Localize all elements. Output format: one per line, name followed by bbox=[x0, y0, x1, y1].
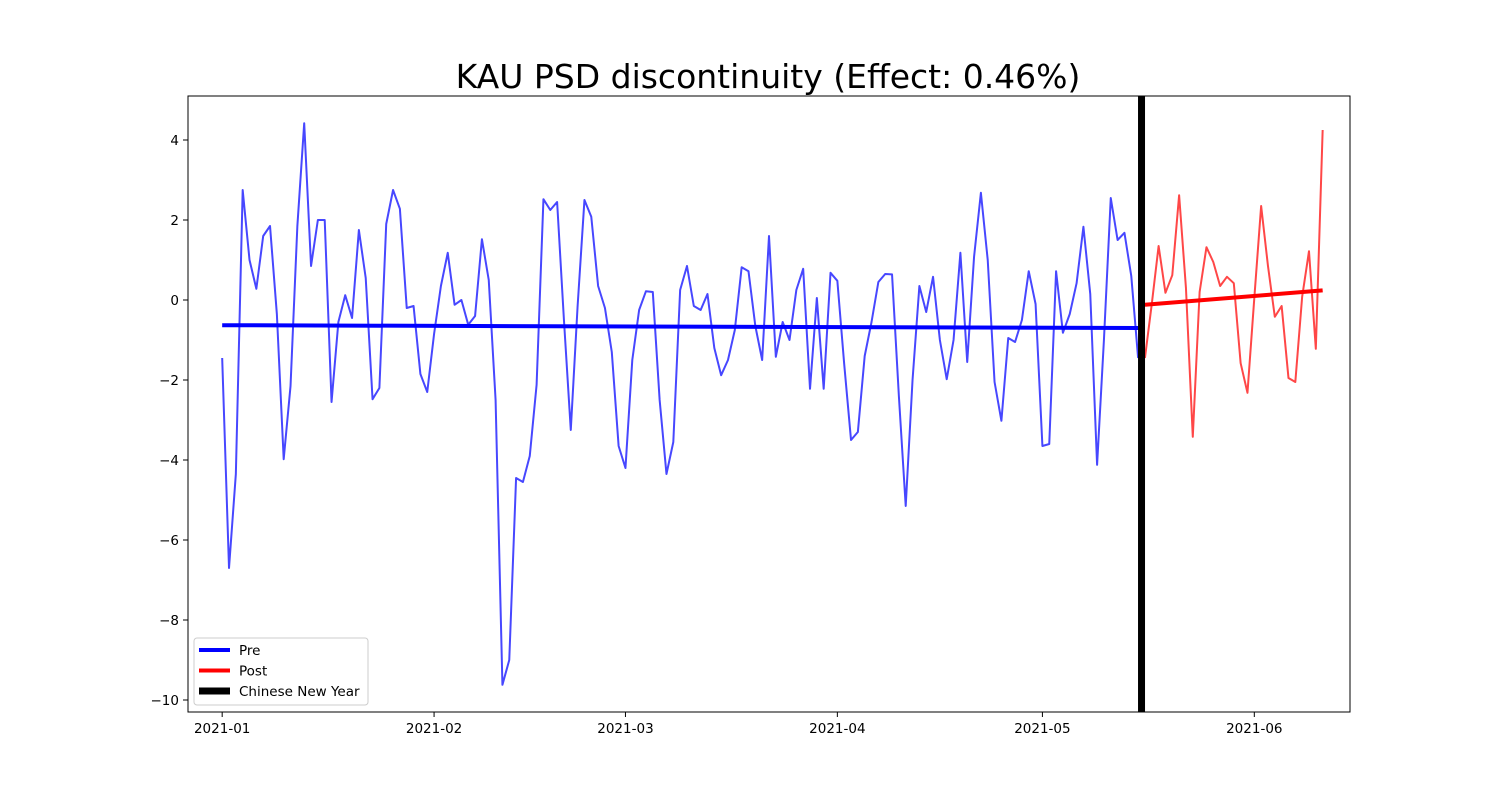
y-tick-label: −6 bbox=[159, 533, 179, 549]
series-layer bbox=[221, 122, 1324, 686]
x-tick-label: 2021-06 bbox=[1226, 721, 1282, 737]
series-line-post bbox=[1143, 129, 1324, 438]
series-line-pre bbox=[221, 122, 1140, 686]
legend-label-post: Post bbox=[239, 664, 267, 680]
legend-label-pre: Pre bbox=[239, 643, 260, 659]
chart-title: KAU PSD discontinuity (Effect: 0.46%) bbox=[456, 57, 1081, 96]
x-tick-label: 2021-03 bbox=[597, 721, 653, 737]
x-tick-label: 2021-01 bbox=[194, 721, 250, 737]
y-tick-label: 4 bbox=[170, 133, 179, 149]
y-tick-label: 0 bbox=[170, 293, 179, 309]
fit-line-pre bbox=[222, 323, 1139, 330]
y-tick-label: −2 bbox=[159, 373, 179, 389]
plot-frame bbox=[188, 96, 1350, 712]
y-axis: 4 2 0 −2 −4 −6 −8 −10 bbox=[151, 133, 188, 709]
legend: Pre Post Chinese New Year bbox=[193, 637, 369, 706]
legend-label-chinese-new-year: Chinese New Year bbox=[239, 684, 360, 700]
y-tick-label: −4 bbox=[159, 453, 179, 469]
x-tick-label: 2021-02 bbox=[406, 721, 462, 737]
plot-area bbox=[187, 95, 1351, 713]
x-tick-label: 2021-04 bbox=[809, 721, 865, 737]
plot-border bbox=[187, 95, 1351, 713]
legend-box bbox=[193, 637, 369, 706]
fit-line-post bbox=[1144, 288, 1323, 307]
y-tick-label: 2 bbox=[170, 213, 179, 229]
y-tick-label: −10 bbox=[151, 693, 180, 709]
fit-layer bbox=[222, 288, 1323, 330]
y-tick-label: −8 bbox=[159, 613, 179, 629]
x-axis: 2021-01 2021-02 2021-03 2021-04 2021-05 2021-… bbox=[194, 712, 1283, 737]
x-tick-label: 2021-05 bbox=[1014, 721, 1070, 737]
